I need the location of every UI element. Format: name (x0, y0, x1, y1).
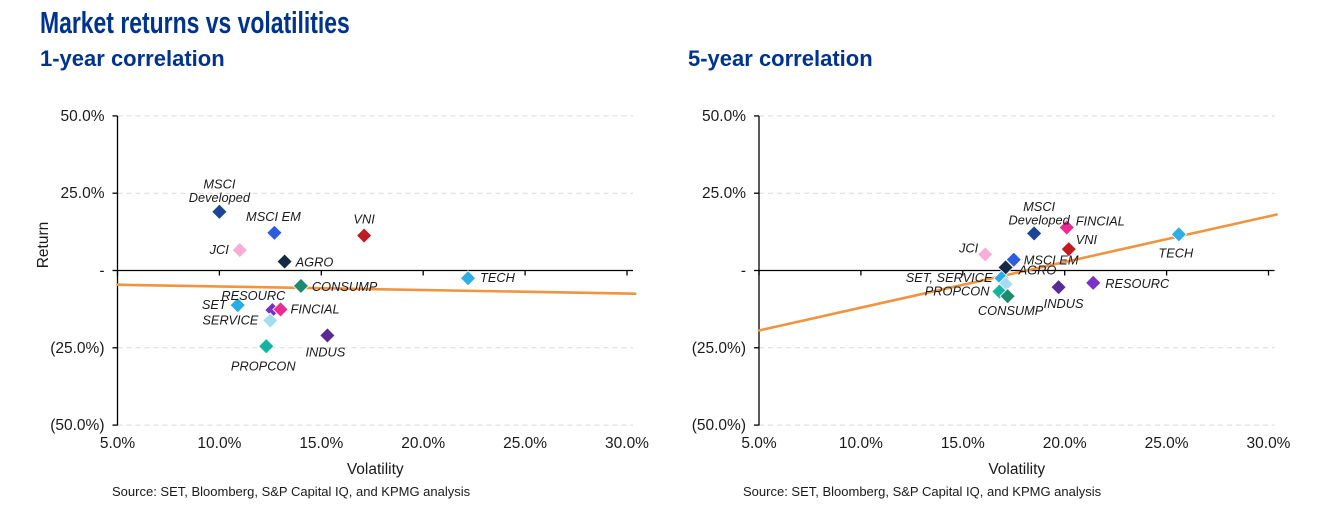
data-point-set (229, 296, 246, 314)
data-point-indus (1050, 279, 1067, 296)
point-label-fincial: FINCIAL (1076, 214, 1125, 229)
point-label-jci: JCI (958, 240, 979, 255)
x-axis-title: Volatility (347, 461, 404, 478)
data-point-resourc (1085, 274, 1102, 292)
point-label-agro: AGRO (295, 255, 334, 270)
x-tick-label: 10.0% (839, 435, 883, 452)
source-note: Source: SET, Bloomberg, S&P Capital IQ, … (743, 484, 1102, 499)
y-tick-label: - (99, 263, 104, 280)
point-label-propcon: PROPCON (925, 284, 990, 299)
x-tick-label: 15.0% (299, 435, 343, 452)
x-tick-label: 25.0% (1145, 435, 1189, 452)
data-point-jci (231, 241, 248, 259)
data-point-vni (1060, 240, 1077, 258)
point-label-set: SET, SERVICE (906, 270, 993, 285)
data-point-jci (977, 246, 994, 263)
x-tick-label: 5.0% (741, 435, 777, 452)
point-label-msci-developed: Developed (189, 190, 251, 205)
x-tick-label: 10.0% (197, 435, 241, 452)
point-label-agro: AGRO (1018, 262, 1057, 277)
point-label-consump: CONSUMP (978, 303, 1044, 318)
data-point-vni (355, 227, 373, 244)
data-point-agro (276, 253, 293, 270)
y-tick-label: 50.0% (61, 108, 105, 125)
point-label-msci-developed: Developed (1009, 212, 1071, 227)
data-point-indus (319, 327, 336, 344)
data-point-consump (999, 287, 1016, 305)
y-tick-label: (50.0%) (692, 417, 746, 434)
x-tick-label: 30.0% (1247, 435, 1291, 452)
data-point-fincial (1058, 219, 1075, 236)
point-label-service: SERVICE (202, 313, 258, 328)
point-label-fincial: FINCIAL (291, 301, 340, 316)
x-axis-title: Volatility (988, 461, 1045, 478)
data-point-fincial (272, 301, 289, 318)
trendline (116, 283, 637, 295)
point-label-propcon: PROPCON (231, 358, 296, 373)
point-label-set: SET (202, 297, 228, 312)
page-title: Market returns vs volatilities (40, 2, 459, 43)
point-label-vni: VNI (353, 212, 375, 227)
point-label-resourc: RESOURC (221, 288, 286, 303)
point-label-indus: INDUS (1044, 296, 1084, 311)
chart-subtitle-5yr: 5-year correlation (688, 46, 873, 71)
x-tick-label: 15.0% (941, 435, 985, 452)
point-label-tech: TECH (1158, 245, 1194, 260)
point-label-indus: INDUS (305, 344, 345, 359)
page-title-text: Market returns vs volatilities (40, 5, 350, 40)
data-point-propcon (258, 338, 275, 355)
data-point-service (262, 312, 279, 329)
point-label-msci-developed: MSCI (1023, 199, 1055, 214)
y-tick-label: (25.0%) (50, 340, 104, 357)
point-label-jci: JCI (209, 242, 230, 257)
x-tick-label: 20.0% (401, 435, 445, 452)
point-label-tech: TECH (480, 270, 516, 285)
point-label-consump: CONSUMP (312, 279, 378, 294)
chart-subtitle-1yr: 1-year correlation (40, 46, 225, 71)
point-label-vni: VNI (1076, 232, 1098, 247)
y-tick-label: 25.0% (61, 185, 105, 202)
y-tick-label: 50.0% (702, 108, 746, 125)
data-point-tech (459, 270, 477, 287)
point-label-msci-developed: MSCI (203, 176, 235, 191)
x-tick-label: 30.0% (605, 435, 649, 452)
data-point-consump (292, 277, 310, 295)
x-tick-label: 25.0% (503, 435, 547, 452)
point-label-msci-em: MSCI EM (246, 209, 301, 224)
x-tick-label: 5.0% (100, 435, 136, 452)
data-point-msci-developed (1025, 225, 1043, 242)
data-point-msci-em (266, 224, 283, 241)
y-axis-title: Return (35, 222, 52, 269)
y-tick-label: (50.0%) (50, 417, 104, 434)
y-tick-label: - (741, 263, 746, 280)
point-label-msci-em: MSCI EM (1024, 253, 1079, 268)
data-point-msci-em (1005, 251, 1022, 268)
data-point-msci-developed (211, 203, 228, 220)
data-point-tech (1170, 226, 1187, 243)
y-tick-label: (25.0%) (692, 340, 746, 357)
data-point-propcon (991, 283, 1008, 300)
x-tick-label: 20.0% (1043, 435, 1087, 452)
point-label-resourc: RESOURC (1105, 276, 1170, 291)
y-tick-label: 25.0% (702, 185, 746, 202)
source-note: Source: SET, Bloomberg, S&P Capital IQ, … (112, 484, 471, 499)
trendline (757, 213, 1278, 332)
